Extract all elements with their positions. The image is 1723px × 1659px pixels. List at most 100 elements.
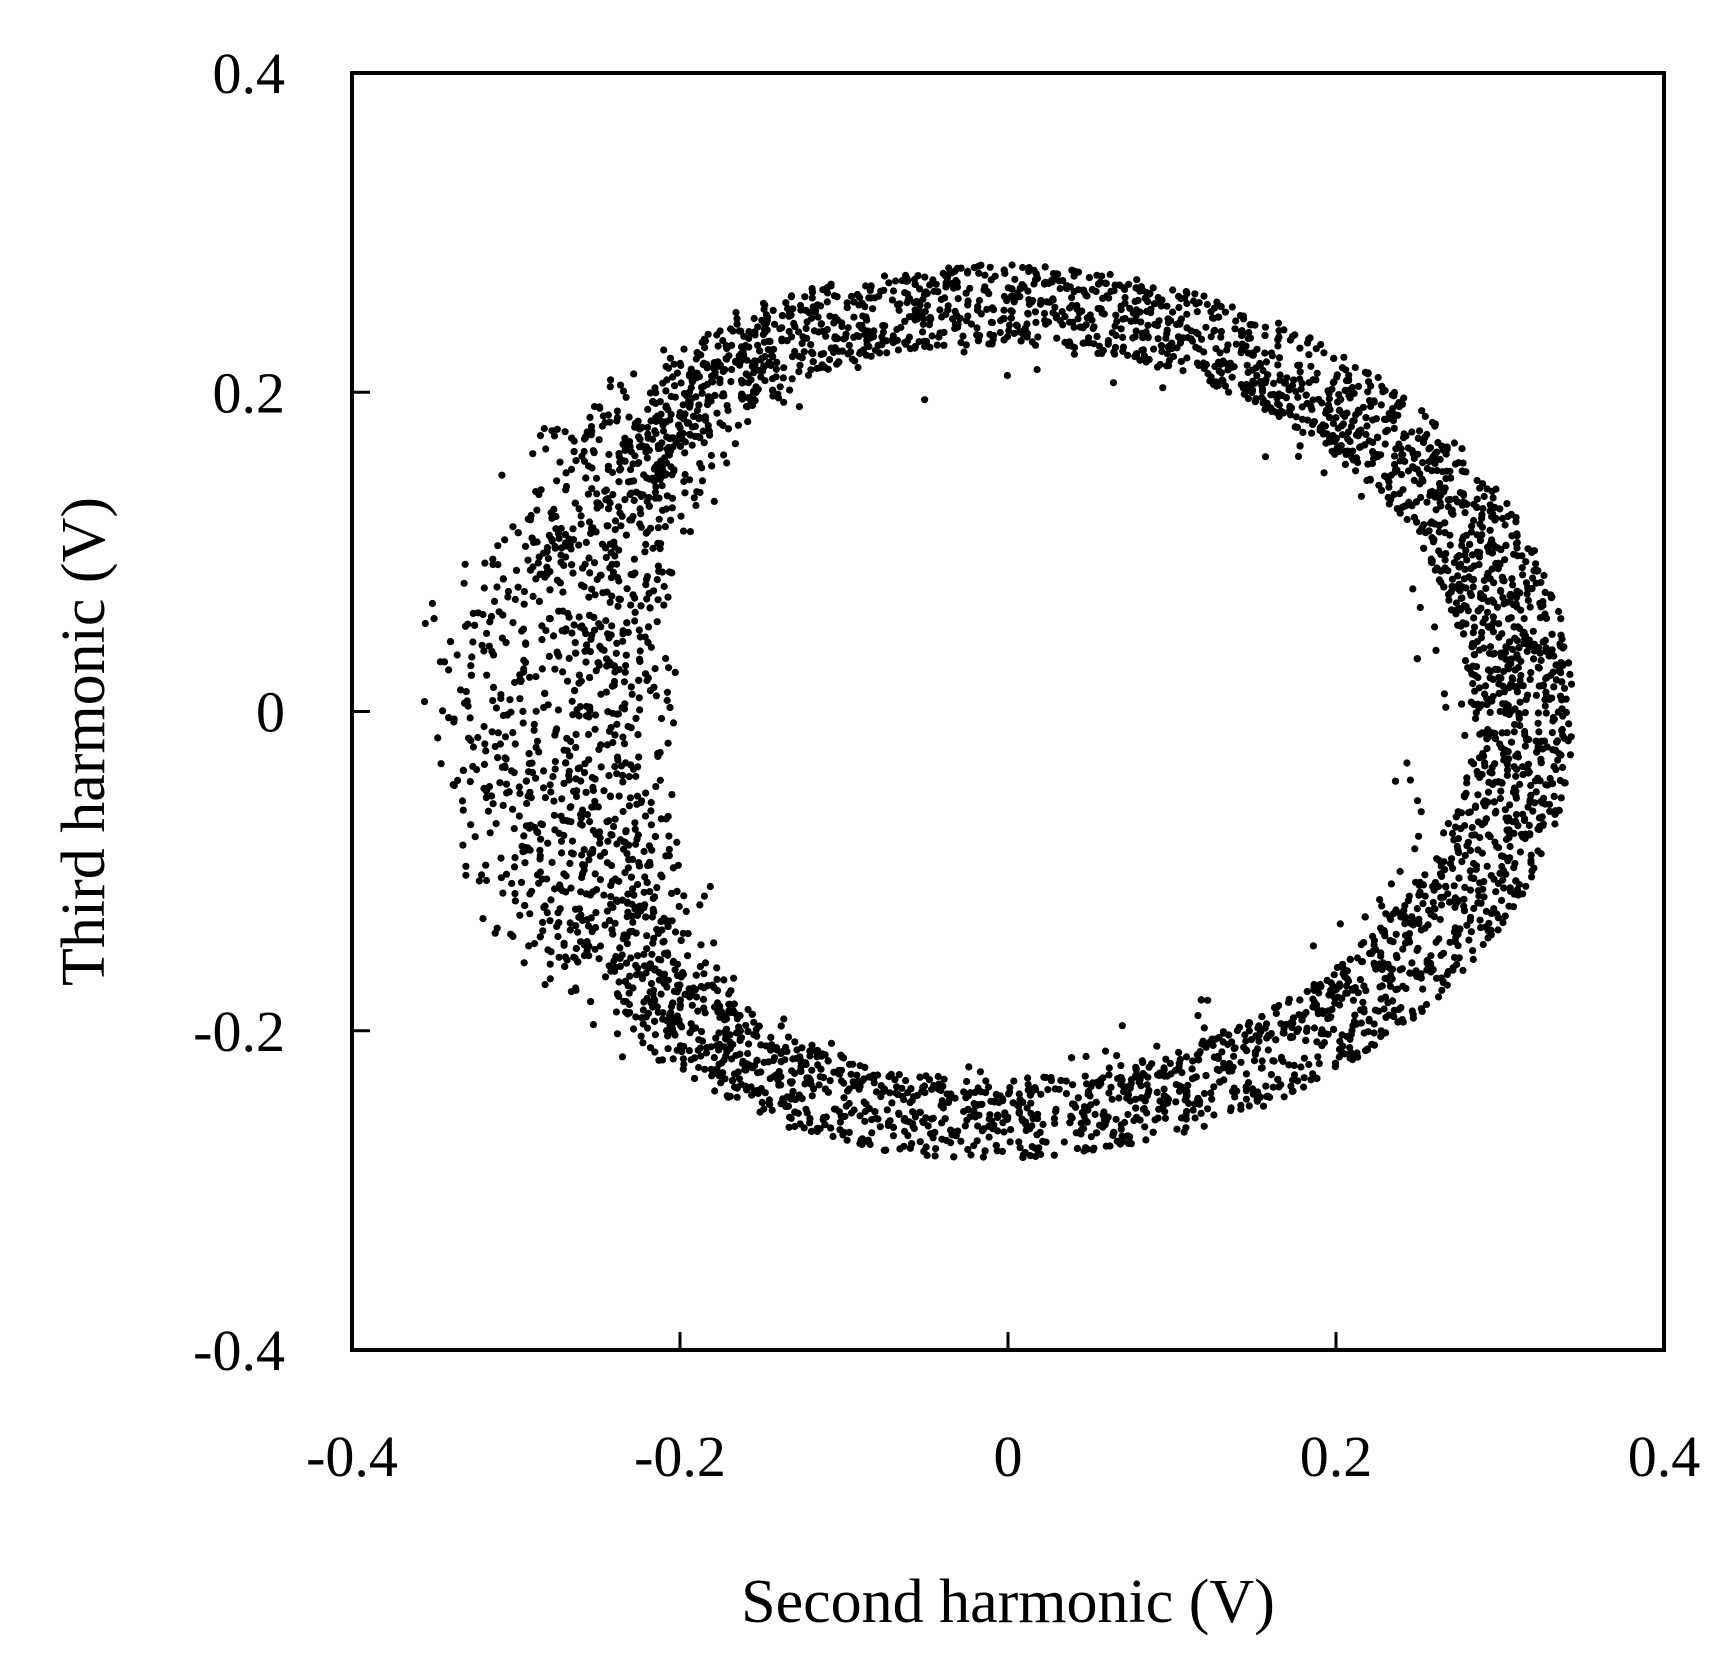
data-point <box>1125 280 1133 288</box>
data-point <box>1514 682 1522 690</box>
data-point <box>1417 926 1425 934</box>
data-point <box>1527 669 1535 677</box>
data-point <box>583 916 591 924</box>
data-point <box>1413 655 1421 663</box>
data-point <box>756 1108 764 1116</box>
data-point <box>1028 1122 1036 1130</box>
data-point <box>1052 314 1060 322</box>
data-point <box>640 847 648 856</box>
data-point <box>964 1105 972 1113</box>
data-point <box>577 520 585 528</box>
data-point <box>1173 344 1181 352</box>
data-point <box>988 340 996 348</box>
data-point <box>786 1113 794 1121</box>
data-point <box>653 618 661 626</box>
data-point <box>1500 884 1508 892</box>
data-point <box>1141 1123 1149 1131</box>
data-point <box>1520 615 1528 623</box>
data-point <box>1397 910 1405 918</box>
data-point <box>1047 1077 1055 1085</box>
data-point <box>1377 995 1385 1003</box>
data-point <box>1149 1128 1157 1136</box>
data-point <box>906 1099 914 1107</box>
data-point <box>1450 953 1459 962</box>
data-point <box>1051 303 1059 311</box>
data-point <box>1502 870 1510 878</box>
data-point <box>1519 571 1527 579</box>
data-point <box>615 978 623 986</box>
data-point <box>586 569 594 577</box>
data-point <box>583 811 592 819</box>
data-point <box>1161 1108 1169 1116</box>
data-point <box>680 345 688 353</box>
data-point <box>654 562 663 570</box>
data-point <box>521 658 530 667</box>
data-point <box>428 599 436 608</box>
data-point <box>535 879 543 887</box>
data-point <box>960 348 968 356</box>
data-point <box>439 707 447 715</box>
data-point <box>695 413 703 422</box>
data-point <box>1404 444 1412 452</box>
data-point <box>684 930 692 938</box>
data-point <box>1471 671 1479 679</box>
data-point <box>1442 883 1450 891</box>
data-point <box>679 970 687 979</box>
data-point <box>530 940 539 948</box>
data-point <box>1177 295 1185 303</box>
data-point <box>925 321 934 329</box>
data-point <box>1405 498 1413 506</box>
data-point <box>1481 682 1490 690</box>
data-point <box>807 341 815 349</box>
data-point <box>1438 872 1446 881</box>
data-point <box>1343 989 1351 997</box>
data-point <box>1476 879 1484 887</box>
data-point <box>1125 1091 1133 1099</box>
data-point <box>1509 581 1517 589</box>
data-point <box>1512 811 1520 819</box>
data-point <box>1163 362 1171 370</box>
data-point <box>615 478 623 486</box>
data-point <box>1358 958 1367 966</box>
data-point <box>658 873 666 881</box>
data-point <box>783 1047 791 1056</box>
data-point <box>462 871 470 879</box>
data-point <box>508 805 517 813</box>
data-point <box>1444 820 1452 828</box>
data-point <box>1112 311 1120 319</box>
data-point <box>1000 315 1008 323</box>
data-point <box>684 952 692 960</box>
data-point <box>491 929 499 937</box>
data-point <box>541 689 549 698</box>
data-point <box>520 665 528 673</box>
data-point <box>1063 282 1071 290</box>
data-point <box>888 1099 896 1107</box>
data-point <box>642 789 650 797</box>
data-point <box>1202 1072 1210 1080</box>
data-point <box>1527 856 1535 865</box>
data-point <box>1028 1143 1036 1151</box>
data-point <box>814 1061 822 1069</box>
data-point <box>577 820 585 828</box>
data-point <box>1085 339 1093 347</box>
data-point <box>599 589 607 597</box>
data-point <box>776 325 784 333</box>
data-point <box>677 936 685 945</box>
data-point <box>533 737 542 745</box>
data-point <box>1007 1126 1015 1134</box>
data-point <box>1369 932 1377 941</box>
data-point <box>1331 450 1339 458</box>
data-point <box>1401 902 1409 910</box>
data-point <box>526 910 534 918</box>
data-point <box>1512 752 1520 760</box>
data-point <box>652 399 660 407</box>
data-point <box>711 1087 719 1095</box>
data-point <box>632 772 640 780</box>
data-point <box>560 779 568 788</box>
data-point <box>1486 708 1494 717</box>
data-point <box>1329 419 1337 427</box>
data-point <box>921 308 929 316</box>
data-point <box>657 956 665 964</box>
data-point <box>636 520 644 528</box>
data-point <box>582 538 590 547</box>
